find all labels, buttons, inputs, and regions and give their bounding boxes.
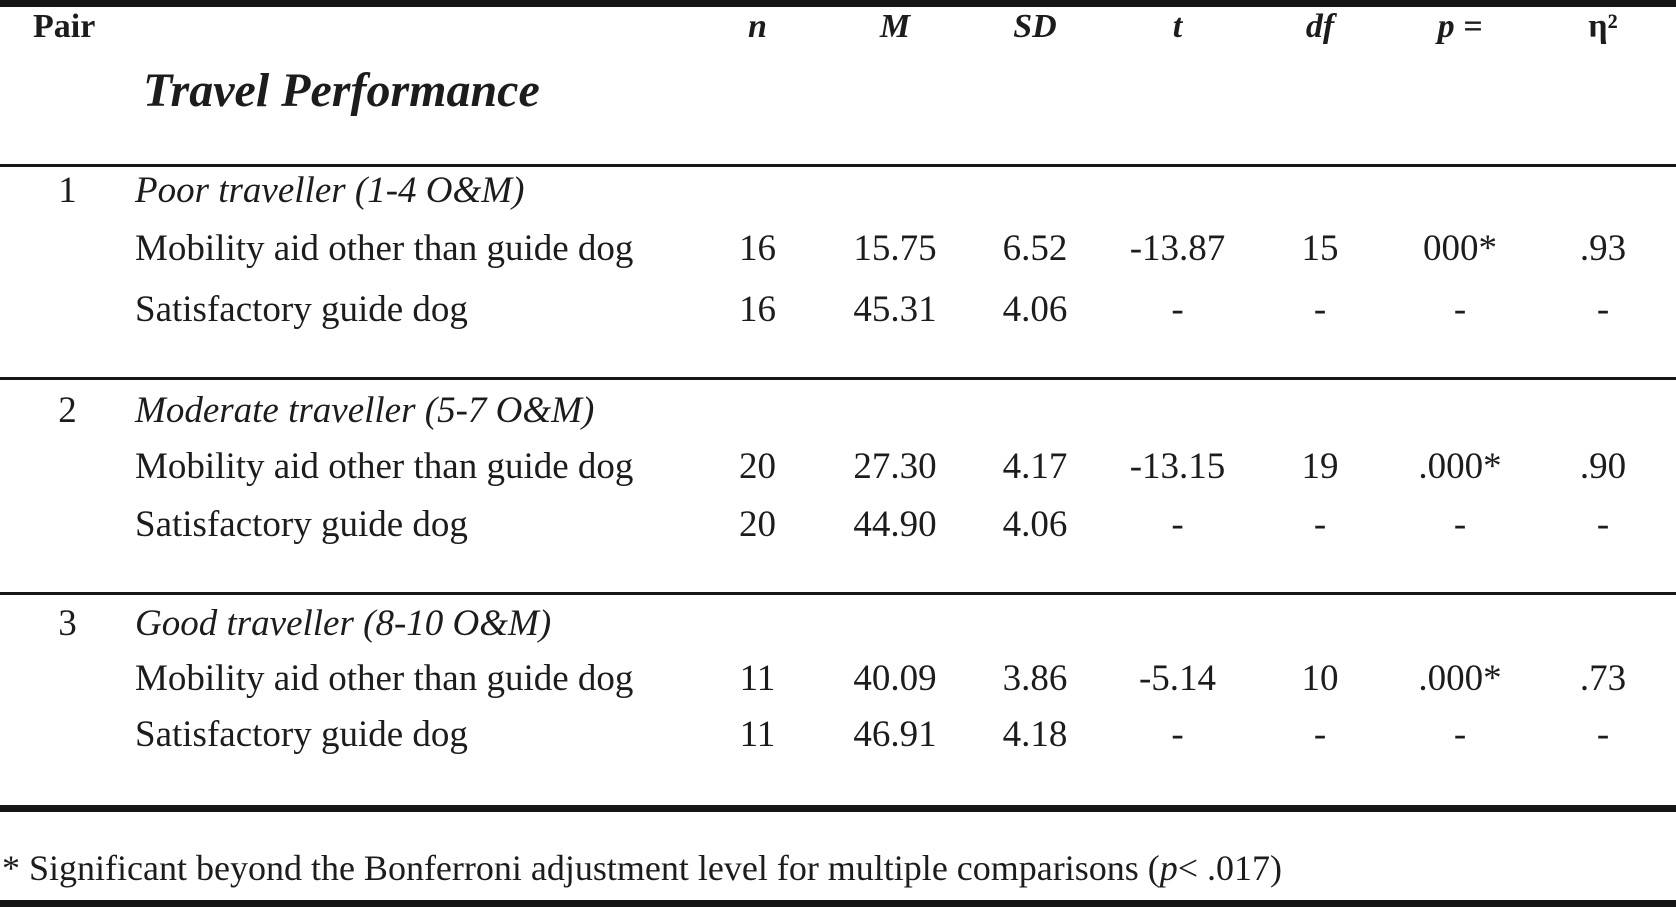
group-label: Poor traveller (1-4 O&M) [135, 169, 525, 211]
row-label: Satisfactory guide dog [135, 288, 468, 330]
df-value: - [1313, 503, 1327, 545]
eta-squared-value: .90 [1579, 445, 1627, 487]
row-label: Mobility aid other than guide dog [135, 445, 634, 487]
t-value: - [1171, 288, 1184, 330]
table-row: Mobility aid other than guide dog 11 40.… [0, 653, 1676, 703]
t-value: -13.15 [1129, 445, 1226, 487]
pair-number: 2 [58, 389, 77, 431]
m-value: 46.91 [853, 713, 937, 755]
t-value: -5.14 [1138, 657, 1217, 699]
p-value: .000* [1418, 657, 1502, 699]
column-header-pair: Pair [33, 8, 96, 45]
sd-value: 4.06 [1002, 288, 1068, 330]
m-value: 40.09 [853, 657, 937, 699]
t-value: -13.87 [1129, 227, 1226, 269]
header-bottom-rule [0, 164, 1676, 167]
group-header-row: 1 Poor traveller (1-4 O&M) [0, 166, 1676, 214]
group-header-row: 3 Good traveller (8-10 O&M) [0, 599, 1676, 647]
footnote-text: * Significant beyond the Bonferroni adju… [2, 848, 1160, 888]
df-value: 15 [1301, 227, 1339, 269]
df-value: - [1313, 713, 1327, 755]
significance-footnote: * Significant beyond the Bonferroni adju… [2, 843, 1676, 893]
table-row: Satisfactory guide dog 20 44.90 4.06 - -… [0, 499, 1676, 549]
column-header-t: t [1172, 8, 1183, 45]
eta-squared-value: - [1596, 288, 1610, 330]
t-value: - [1171, 503, 1184, 545]
m-value: 44.90 [853, 503, 937, 545]
group-label: Good traveller (8-10 O&M) [135, 602, 552, 644]
pair-number: 1 [58, 169, 77, 211]
table-row: Mobility aid other than guide dog 16 15.… [0, 223, 1676, 273]
m-value: 27.30 [853, 445, 937, 487]
df-value: 19 [1301, 445, 1339, 487]
table-row: Mobility aid other than guide dog 20 27.… [0, 441, 1676, 491]
footnote-p-symbol: p [1159, 848, 1178, 888]
sd-value: 4.06 [1002, 503, 1068, 545]
n-value: 16 [739, 227, 776, 269]
p-value: - [1453, 713, 1467, 755]
eta-squared-value: - [1596, 503, 1610, 545]
df-value: 10 [1301, 657, 1339, 699]
table-bottom-rule [0, 805, 1676, 812]
column-header-sd: SD [1013, 8, 1057, 45]
column-header-df: df [1305, 8, 1335, 45]
column-header-p: p = [1437, 8, 1483, 45]
n-value: 20 [739, 503, 776, 545]
row-label: Mobility aid other than guide dog [135, 657, 634, 699]
m-value: 15.75 [853, 227, 937, 269]
sd-value: 4.18 [1002, 713, 1068, 755]
p-value: - [1453, 288, 1467, 330]
table-row: Satisfactory guide dog 11 46.91 4.18 - -… [0, 709, 1676, 759]
sd-value: 3.86 [1002, 657, 1068, 699]
footnote-threshold: < .017) [1177, 848, 1283, 888]
row-label: Satisfactory guide dog [135, 713, 468, 755]
page-bottom-rule [0, 900, 1676, 907]
eta-squared-value: .73 [1579, 657, 1627, 699]
group2-bottom-rule [0, 592, 1676, 595]
p-value: 000* [1423, 227, 1497, 269]
n-value: 11 [739, 713, 776, 755]
top-rule [0, 0, 1676, 7]
group-label: Moderate traveller (5-7 O&M) [135, 389, 595, 431]
table-row: Satisfactory guide dog 16 45.31 4.06 - -… [0, 284, 1676, 334]
row-label: Mobility aid other than guide dog [135, 227, 634, 269]
eta-squared-value: .93 [1579, 227, 1627, 269]
t-value: - [1171, 713, 1184, 755]
column-header-n: n [748, 8, 767, 45]
n-value: 16 [739, 288, 776, 330]
pair-number: 3 [58, 602, 77, 644]
n-value: 20 [739, 445, 776, 487]
m-value: 45.31 [853, 288, 937, 330]
row-label: Satisfactory guide dog [135, 503, 468, 545]
column-header-eta-squared: η² [1588, 8, 1618, 45]
group-header-row: 2 Moderate traveller (5-7 O&M) [0, 386, 1676, 434]
sd-value: 4.17 [1002, 445, 1068, 487]
df-value: - [1313, 288, 1327, 330]
n-value: 11 [739, 657, 776, 699]
eta-squared-value: - [1596, 713, 1610, 755]
section-title: Travel Performance [143, 63, 540, 117]
sd-value: 6.52 [1002, 227, 1068, 269]
p-value: - [1453, 503, 1467, 545]
section-title-row: Travel Performance [0, 58, 1676, 122]
group1-bottom-rule [0, 377, 1676, 380]
column-header-m: M [879, 8, 911, 45]
p-value: .000* [1418, 445, 1502, 487]
column-header-row: Pair n M SD t df p = η² [0, 4, 1676, 50]
